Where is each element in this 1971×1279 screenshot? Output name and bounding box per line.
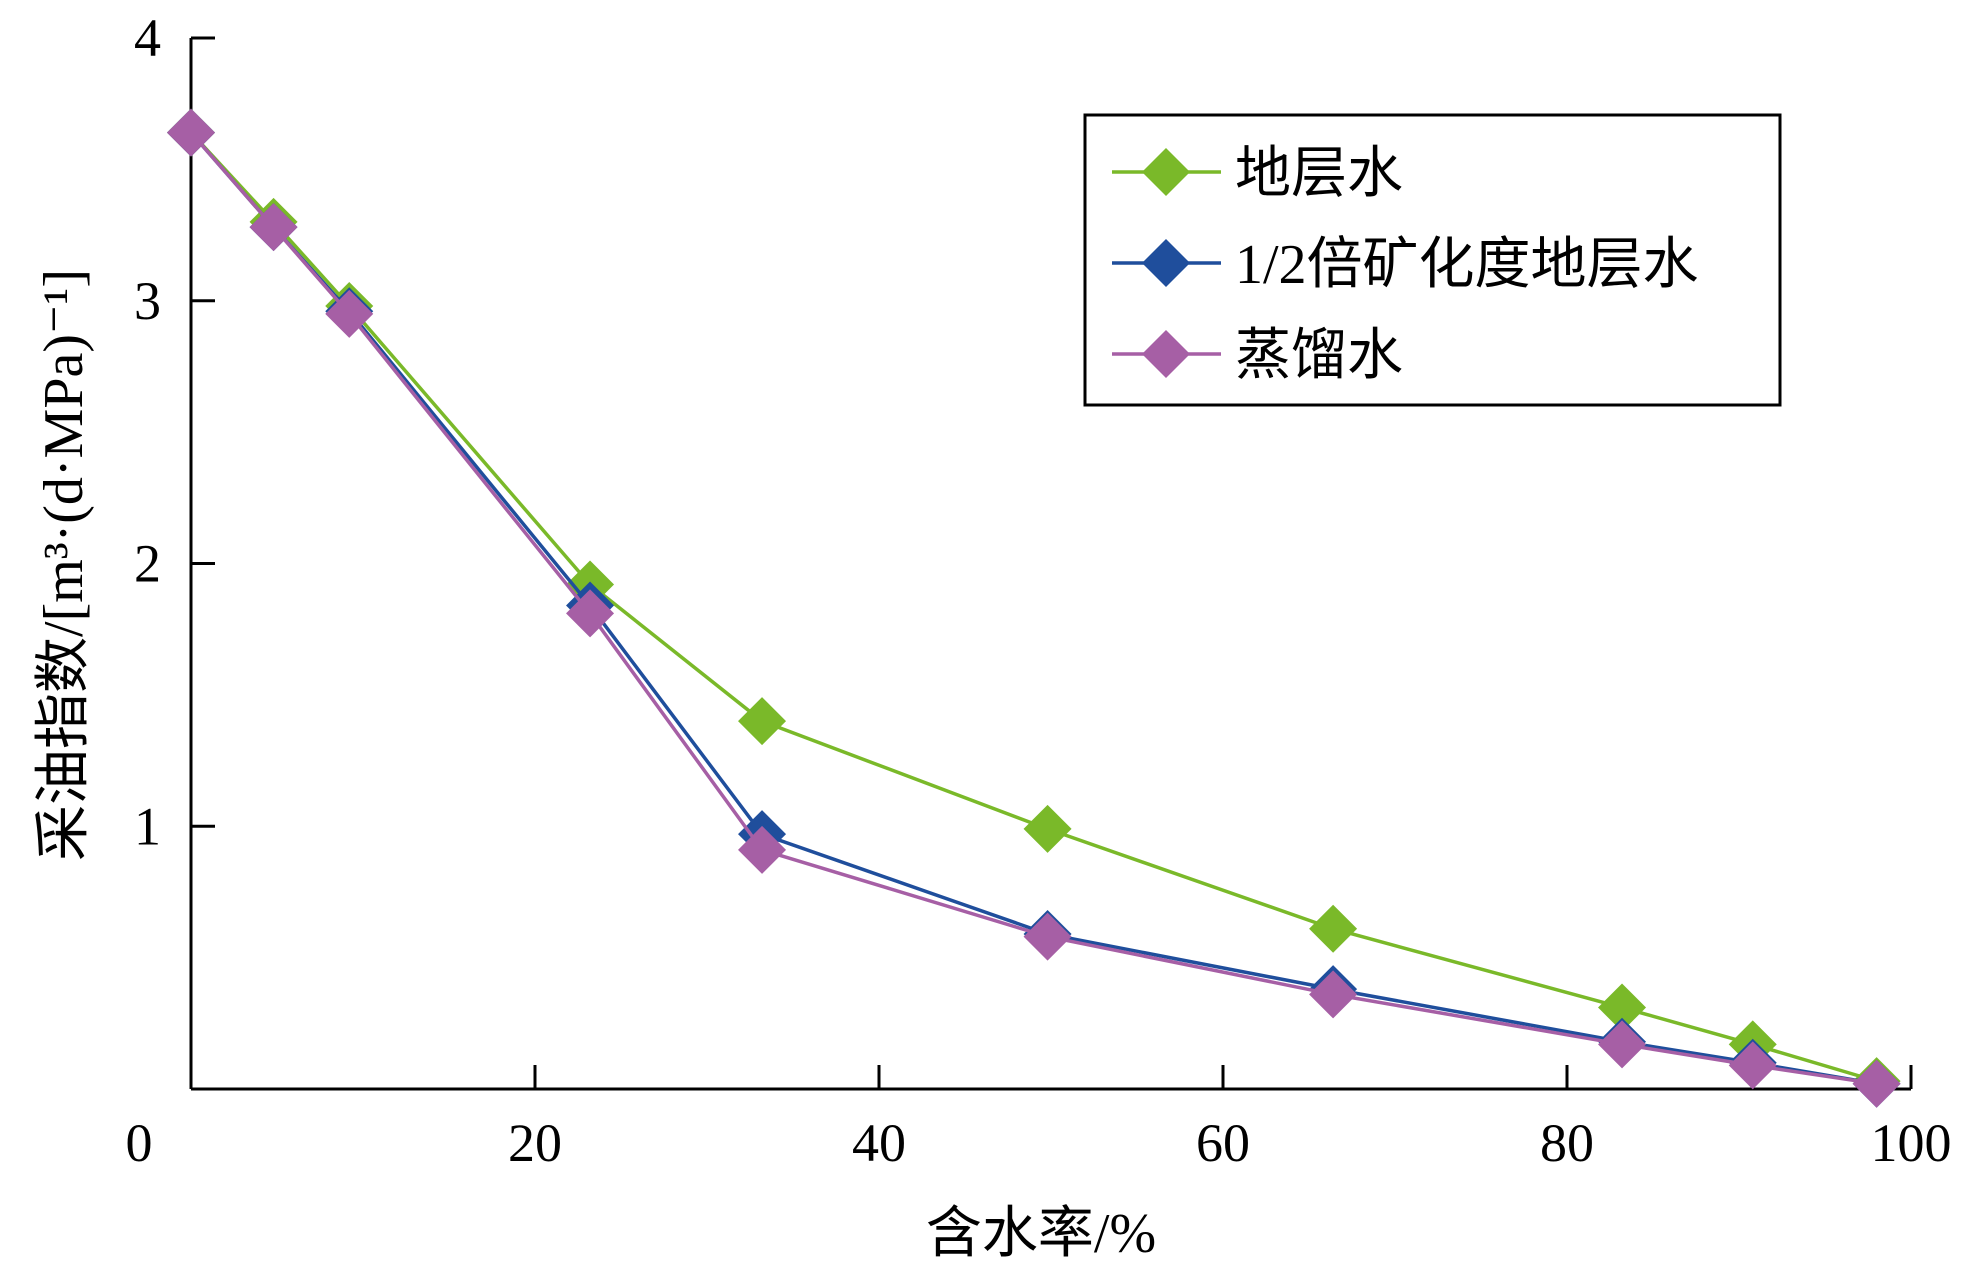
series-layer — [167, 108, 1901, 1108]
legend-item: 1/2倍矿化度地层水 — [1112, 234, 1699, 296]
data-point — [1309, 904, 1358, 953]
series-3 — [167, 108, 1901, 1108]
y-tick-label: 3 — [134, 271, 161, 331]
legend-label: 蒸馏水 — [1235, 325, 1403, 387]
x-tick-label: 80 — [1540, 1113, 1594, 1173]
data-point — [1598, 1020, 1647, 1069]
legend-marker — [1142, 239, 1190, 287]
y-axis-title: 采油指数/[m³·(d·MPa)⁻¹] — [33, 269, 95, 861]
x-tick-label: 0 — [126, 1113, 153, 1173]
data-point — [325, 289, 374, 338]
legend-label: 1/2倍矿化度地层水 — [1235, 234, 1699, 296]
x-axis-title: 含水率/% — [926, 1203, 1156, 1265]
y-tick-label: 2 — [134, 534, 161, 594]
data-point — [1852, 1059, 1901, 1108]
data-point — [566, 589, 615, 638]
series-line — [189, 131, 1877, 1086]
y-tick-label: 1 — [134, 796, 161, 856]
data-point — [1309, 970, 1358, 1019]
data-point — [738, 697, 787, 746]
legend-marker — [1142, 330, 1190, 378]
x-tick-label: 40 — [852, 1113, 906, 1173]
series-line — [189, 131, 1878, 1083]
data-point — [1023, 912, 1072, 961]
y-tick-label: 4 — [134, 8, 161, 68]
data-point — [1598, 983, 1647, 1032]
legend-label: 地层水 — [1235, 143, 1403, 205]
data-point — [167, 108, 215, 157]
legend-box — [1083, 113, 1782, 407]
data-point — [249, 203, 298, 252]
data-point — [738, 825, 787, 874]
legend-marker — [1142, 148, 1190, 196]
tick-marks — [191, 36, 1913, 1089]
x-tick-label: 100 — [1871, 1113, 1952, 1173]
data-point — [1023, 804, 1072, 853]
legend-item: 地层水 — [1112, 143, 1403, 205]
data-point — [1728, 1041, 1777, 1090]
x-tick-label: 60 — [1196, 1113, 1250, 1173]
x-tick-label: 20 — [508, 1113, 562, 1173]
legend-item: 蒸馏水 — [1112, 325, 1403, 387]
